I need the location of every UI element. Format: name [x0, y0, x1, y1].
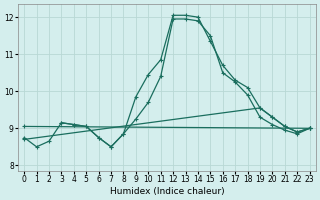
X-axis label: Humidex (Indice chaleur): Humidex (Indice chaleur): [109, 187, 224, 196]
